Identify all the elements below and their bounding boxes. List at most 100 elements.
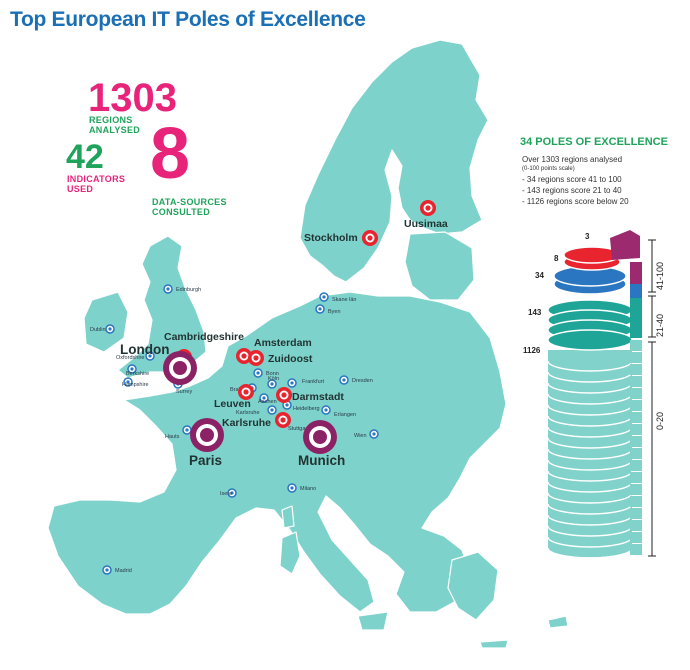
marker-edinburgh: Edinburgh (163, 284, 201, 294)
side-bar-low (630, 484, 642, 495)
stack-ring-low (547, 547, 633, 559)
blue-marker-dot (322, 295, 326, 299)
poles-line-3: - 34 regions score 41 to 100 (522, 175, 622, 184)
sources-caption-2: CONSULTED (152, 207, 211, 217)
marker-skane: Skane län (319, 292, 356, 303)
red-pole-dot (425, 205, 431, 211)
blue-marker-dot (166, 287, 170, 291)
marker-berkshire: Berkshire (126, 364, 149, 377)
stack-ring-low (547, 426, 633, 438)
stack-ring-low (547, 503, 633, 515)
marker-dublin: Dublin (90, 324, 115, 334)
stack-ring-low (547, 437, 633, 449)
sources-count: 8 (150, 114, 191, 194)
region-markers: Edinburgh Dublin Oxfordshire Berkshire Hamps… (90, 200, 448, 575)
stack-ring-low (547, 371, 633, 383)
red-pole-dot (367, 235, 373, 241)
side-bar-low (630, 460, 642, 471)
major-pole-center (313, 430, 327, 444)
stack-body-low (548, 350, 632, 550)
pole-marker-karlsruhe: Karlsruhe (222, 412, 291, 429)
map-label-pole: Zuidoost (268, 353, 313, 365)
poles-line-5: - 1126 regions score below 20 (522, 197, 629, 206)
marker-karlsruhe-small: Karlsruhe (236, 405, 277, 416)
side-bar-low (630, 448, 642, 459)
blue-marker-dot (290, 486, 294, 490)
marker-hampshire: Hampshire (122, 377, 149, 388)
marker-koln: Köln (267, 376, 279, 389)
blue-marker-dot (270, 408, 274, 412)
blue-marker-dot (324, 408, 328, 412)
map-label-small: Heidelberg (293, 406, 320, 412)
map-label-small: Oxfordshire (116, 355, 144, 361)
marker-byen: Byen (315, 304, 341, 315)
blue-marker-dot (230, 491, 234, 495)
marker-milano: Milano (287, 483, 316, 493)
corsica-shape (281, 505, 295, 529)
stack-ring-low (547, 536, 633, 548)
greece-shape (447, 551, 499, 621)
map-label-small: Erlangen (334, 412, 356, 418)
stack-ring-low (547, 481, 633, 493)
blue-marker-dot (290, 381, 294, 385)
stack-label-143: 143 (528, 308, 542, 317)
map-label-small: Skane län (332, 297, 356, 303)
blue-marker-dot (270, 382, 274, 386)
map-label-small: Milano (300, 486, 316, 492)
map-label-major: London (120, 342, 169, 357)
map-label-small: Edinburgh (176, 287, 201, 293)
axis-label-high: 41-100 (655, 261, 665, 290)
baltics-shape (404, 231, 475, 301)
map-label-small: Aachen (258, 399, 277, 405)
pole-marker-zuidoost: Zuidoost (248, 350, 313, 366)
map-label-small: Dresden (352, 378, 373, 384)
stacked-bar-chart (547, 230, 656, 559)
stack-label-8: 8 (554, 254, 559, 263)
pole-marker-darmstadt: Darmstadt (276, 387, 344, 403)
red-pole-dot (280, 417, 286, 423)
red-pole-dot (243, 389, 249, 395)
side-bar-low (630, 436, 642, 447)
blue-marker-dot (318, 307, 322, 311)
map-label-pole: Stockholm (304, 232, 358, 244)
ireland-shape (83, 291, 129, 353)
side-bar-low (630, 352, 642, 363)
map-label-small: Byen (328, 309, 341, 315)
marker-isere: Isere (220, 488, 237, 498)
side-bar-low (630, 496, 642, 507)
stack-ring-low (547, 404, 633, 416)
continental-europe-shape (47, 291, 507, 615)
stack-segment-3 (610, 230, 640, 260)
land-layer (47, 39, 569, 649)
major-pole-center (173, 361, 187, 375)
stack-label-34: 34 (535, 271, 544, 280)
stack-ring-low (547, 470, 633, 482)
regions-caption-2: ANALYSED (89, 125, 141, 135)
map-label-small: Madrid (115, 568, 132, 574)
red-pole-dot (281, 392, 287, 398)
blue-marker-dot (148, 354, 152, 358)
marker-bonn: Bonn (253, 368, 279, 378)
map-label-small: Surrey (176, 389, 192, 395)
sicily-shape (357, 611, 389, 631)
stack-label-3: 3 (585, 232, 590, 241)
marker-frankfurt: Frankfurt (287, 378, 324, 388)
side-bar-low (630, 400, 642, 411)
blue-marker-dot (108, 327, 112, 331)
side-bar-low (630, 544, 642, 555)
stack-ring-low (547, 415, 633, 427)
stack-ring-low (547, 459, 633, 471)
indicators-caption-2: USED (67, 184, 94, 194)
stack-label-1126: 1126 (523, 346, 541, 355)
sardinia-shape (279, 531, 301, 575)
regions-count: 1303 (88, 76, 177, 120)
stack-ring-low (547, 448, 633, 460)
marker-erlangen: Erlangen (321, 405, 356, 418)
side-bar-blue (630, 284, 642, 298)
indicators-count: 42 (66, 138, 104, 176)
poles-line-4: - 143 regions score 21 to 40 (522, 186, 622, 195)
marker-aachen: Aachen (258, 393, 277, 405)
map-label-major: Munich (298, 453, 345, 468)
